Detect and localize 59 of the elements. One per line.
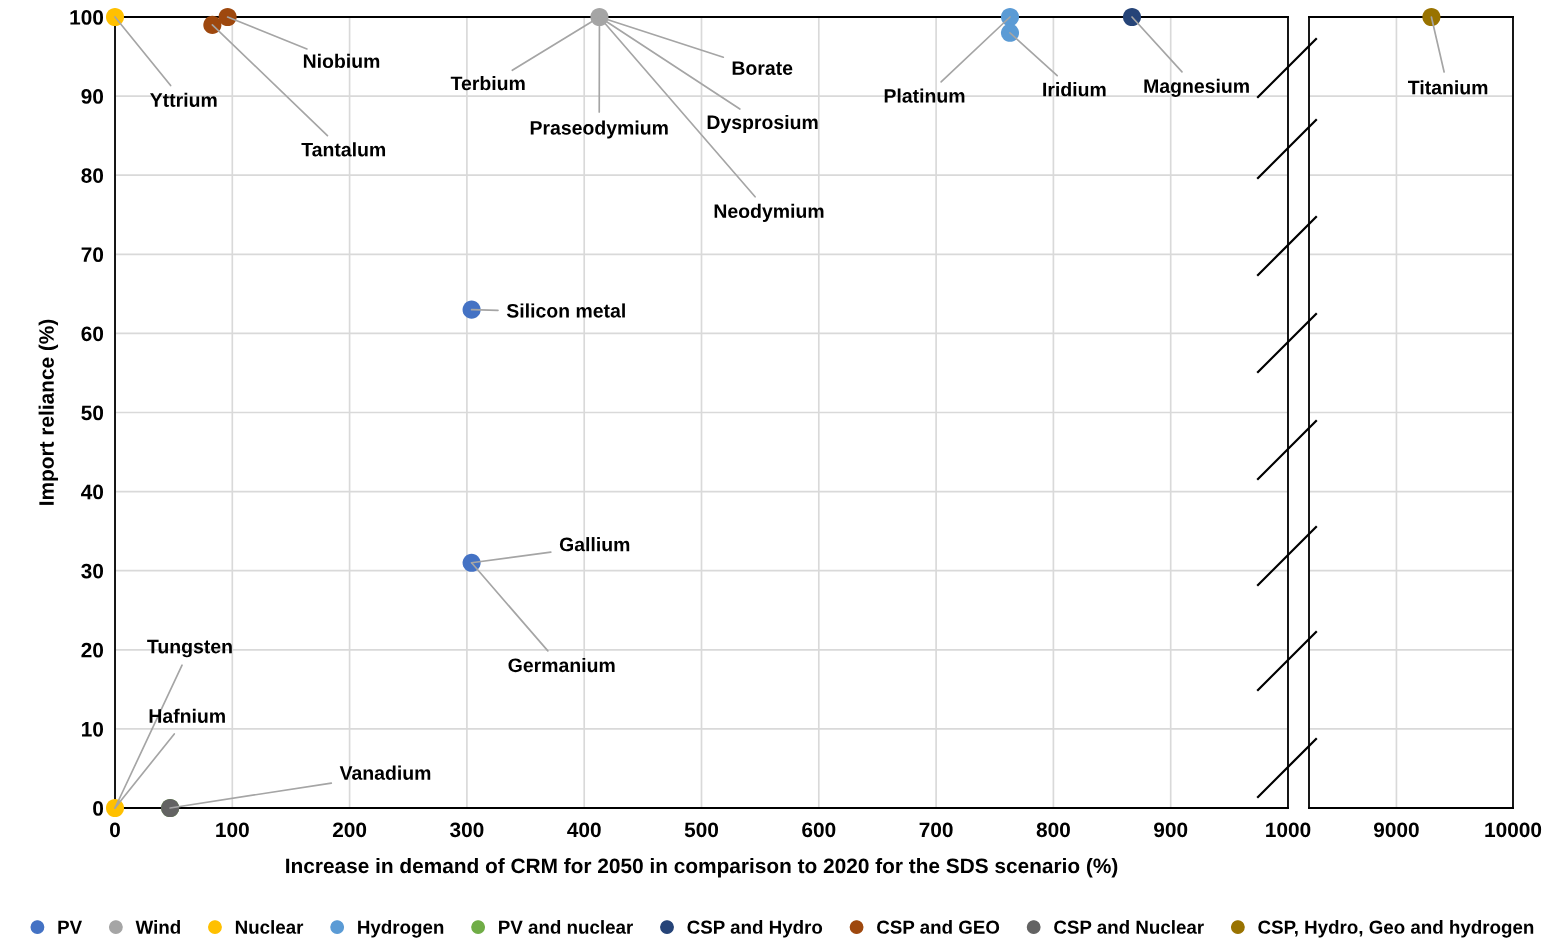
x-tick-label: 200	[332, 822, 367, 838]
annotation: Gallium	[559, 537, 630, 552]
y-tick-label: 30	[81, 563, 104, 579]
annotation: Iridium	[1043, 82, 1106, 97]
annotation: Tungsten	[147, 639, 232, 658]
legend-label: Wind	[135, 920, 180, 934]
legend-label: CSP, Hydro, Geo and hydrogen	[1258, 920, 1534, 938]
y-tick-label: 80	[81, 168, 104, 183]
point	[1000, 23, 1020, 42]
x-tick-label: 400	[567, 822, 601, 838]
x-tick-label: 10000	[1485, 822, 1542, 838]
legend-label: Hydrogen	[358, 920, 444, 938]
annotation: Dysprosium	[707, 114, 818, 134]
y-tick-label: 50	[81, 405, 104, 421]
x-tick-label: 800	[1036, 822, 1070, 838]
x-tick-label: 9000	[1373, 822, 1419, 838]
legend-label: PV	[58, 920, 82, 934]
point	[203, 15, 222, 34]
annotation: Magnesium	[1144, 78, 1249, 97]
x-tick-label: 500	[684, 822, 719, 838]
x-tick-label: 1000	[1266, 822, 1311, 838]
x-tick-label: 600	[802, 822, 836, 838]
y-tick-label: 40	[81, 484, 104, 500]
y-tick-label: 10	[82, 721, 104, 737]
annotation: Germanium	[508, 657, 615, 673]
annotation: Platinum	[884, 88, 965, 103]
annotation: Tantalum	[301, 142, 386, 157]
annotation: Yttrium	[150, 92, 217, 107]
annotation: Praseodymium	[530, 120, 668, 139]
point	[105, 7, 125, 27]
annotation: Titanium	[1408, 80, 1488, 95]
legend-label: CSP and Nuclear	[1054, 920, 1204, 934]
annotation: Hafnium	[149, 708, 225, 723]
point	[1122, 7, 1142, 27]
y-tick-label: 20	[81, 642, 104, 658]
x-tick-label: 700	[919, 822, 953, 838]
annotation: Terbium	[450, 75, 525, 91]
y-tick-label: 90	[81, 89, 104, 104]
annotation: Vanadium	[339, 765, 431, 780]
x-tick-label: 100	[216, 822, 249, 838]
x-tick-label: 0	[110, 822, 120, 838]
legend-label: Nuclear	[235, 920, 304, 934]
y-tick-label: 70	[81, 247, 104, 263]
y-tick-label: 60	[81, 326, 104, 342]
annotation: Niobium	[303, 53, 380, 69]
annotation: Neodymium	[714, 203, 824, 222]
point	[462, 300, 481, 319]
point	[218, 7, 237, 27]
x-tick-label: 300	[450, 822, 484, 838]
x-axis-title: Increase in demand of CRM for 2050 in comparison to 2020 for the SDS scenario (%)	[286, 857, 1118, 878]
legend-label: CSP and Hydro	[687, 920, 823, 938]
y-tick-label: 100	[70, 10, 104, 25]
legend-label: PV and nuclear	[499, 920, 633, 934]
y-tick-label: 0	[93, 801, 104, 816]
annotation: Borate	[732, 61, 793, 75]
annotation: Silicon metal	[506, 303, 625, 318]
y-axis-title: Import reliance (%)	[38, 319, 59, 505]
legend-label: CSP and GEO	[877, 920, 1000, 934]
x-tick-label: 900	[1154, 822, 1188, 838]
